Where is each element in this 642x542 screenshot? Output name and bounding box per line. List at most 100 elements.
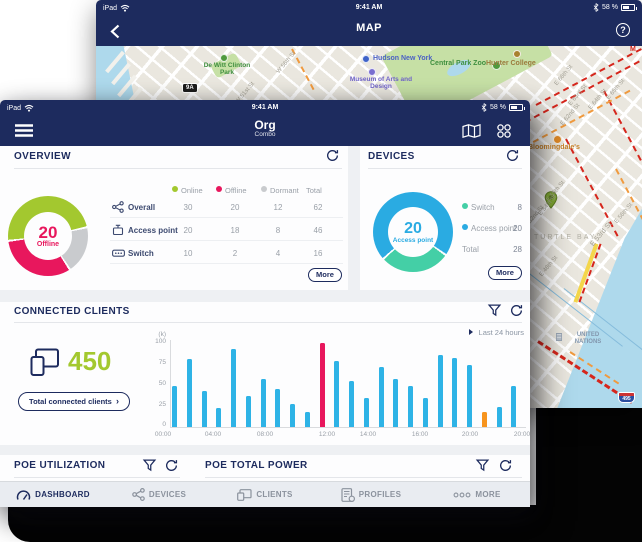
devices-donut-label: Access point [392,236,434,244]
map-label-zoo: Central Park Zoo [430,60,487,67]
overview-donut-label: Offline [36,241,60,248]
route-shield-495: 495 [618,392,635,403]
poe-total-power-title: POE TOTAL POWER [205,460,308,471]
y-tick: 0 [162,421,166,428]
tab-more[interactable]: MORE [424,482,530,507]
devices-donut: 20 Access point [373,192,453,272]
more-icon [453,492,471,497]
carrier-label: iPad [7,104,22,112]
street-label: E 48th St [538,255,560,278]
filter-icon[interactable] [142,458,157,473]
menu-icon[interactable] [15,124,33,137]
tab-clients[interactable]: CLIENTS [212,482,318,507]
chart-bar [334,361,340,427]
filter-icon[interactable] [475,458,490,473]
map-title: MAP [356,22,382,34]
chart-bar [201,390,207,427]
store-icon [553,135,562,144]
devices-donut-value: 20 [404,219,422,237]
devices-legend-total: Total [462,245,479,254]
access-point-icon [112,224,124,236]
chart-bar [245,395,251,427]
bluetooth-icon [481,103,487,112]
cell: 12 [273,203,283,212]
divider [368,168,522,169]
chart-bar [408,386,413,427]
devices-legend-ap: Access point [462,224,516,233]
map-label-bloomingdales: Bloomingdale's [528,144,580,151]
park-icon [220,54,228,62]
east-river [557,208,642,408]
cell: 20 [230,203,240,212]
map-label-hunter: Hunter College [486,60,536,67]
org-grid-icon[interactable] [496,123,512,139]
fdr-traffic-red [578,243,602,303]
devices-icon [132,488,145,501]
total-connected-clients-button[interactable]: Total connected clients › [18,392,130,411]
chevron-right-icon: › [115,396,119,406]
x-tick: 20:00 [513,431,530,438]
help-button[interactable]: ? [616,23,630,37]
offline-dot [216,186,222,192]
dormant-dot [261,186,267,192]
fdr-highway [573,243,599,303]
time-range-selector[interactable]: Last 24 hours [420,328,524,337]
refresh-icon[interactable] [164,458,179,473]
x-tick: 00:00 [154,431,172,438]
bluetooth-icon [593,3,599,12]
row-divider [110,240,343,241]
cell: 20 [183,226,193,235]
cell: 46 [313,226,323,235]
chart-bar [393,378,399,427]
refresh-icon[interactable] [325,148,340,163]
museum-icon [368,68,376,76]
subway-icon [362,55,370,63]
dash-nav-bar: Org Combo [0,116,530,146]
x-tick: 14:00 [359,431,377,438]
battery-percent: 58 % [602,4,618,11]
map-status-bar: iPad 9:41 AM 58 % [96,0,642,16]
row-divider [110,263,343,264]
x-tick: 16:00 [411,431,429,438]
tab-devices[interactable]: DEVICES [106,482,212,507]
y-tick: 25 [158,401,166,408]
chart-bar [467,364,472,427]
y-tick: 100 [155,338,166,345]
devices-more-button[interactable]: More [488,266,522,280]
refresh-icon[interactable] [498,458,513,473]
refresh-icon[interactable] [509,303,524,318]
tab-dashboard[interactable]: DASHBOARD [0,482,106,507]
cell: 18 [230,226,240,235]
location-pin-icon[interactable] [544,191,558,209]
map-label-united-nations: UNITED NATIONS [574,332,602,345]
chart-bar [437,354,443,427]
tab-bar: DASHBOARD DEVICES CLIENTS [0,481,530,507]
filter-icon[interactable] [487,303,502,318]
chart-bar [319,343,325,427]
row-label-overall: Overall [128,203,156,212]
cell: 30 [183,203,193,212]
street-label: W 56th St [275,50,298,75]
devices-legend-ap-value: 20 [513,224,522,233]
ap-dot [462,224,468,230]
cell: 62 [313,203,323,212]
map-view-icon[interactable] [462,124,481,138]
y-axis-line [170,340,171,428]
back-icon[interactable] [110,24,120,39]
org-subtitle: Combo [254,131,276,138]
refresh-icon[interactable] [505,148,520,163]
switch-icon [112,249,125,257]
devices-legend-total-value: 28 [513,245,522,254]
section-gap [348,146,360,290]
map-label-hudson: Hudson New York [373,55,433,62]
overview-more-button[interactable]: More [308,268,342,282]
zoo-icon [492,61,501,70]
chart-bar [511,386,517,427]
connected-clients-title: CONNECTED CLIENTS [14,306,130,317]
profiles-icon [341,487,355,502]
clock: 9:41 AM [251,104,279,111]
tab-profiles[interactable]: PROFILES [318,482,424,507]
org-title: Org [254,118,276,132]
overall-icon [112,201,124,213]
chart-bar [290,404,295,427]
